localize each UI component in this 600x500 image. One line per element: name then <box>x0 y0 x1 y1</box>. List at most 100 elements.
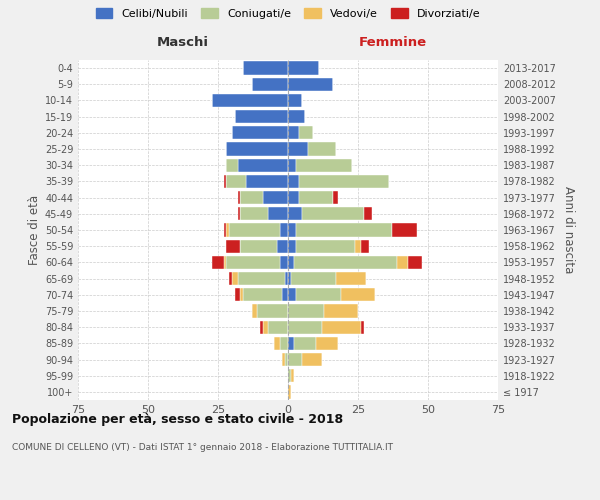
Bar <box>226 256 280 269</box>
Bar <box>397 256 409 269</box>
Bar <box>288 256 293 269</box>
Bar <box>341 288 375 302</box>
Bar <box>296 158 352 172</box>
Y-axis label: Fasce di età: Fasce di età <box>28 195 41 265</box>
Bar <box>241 240 277 253</box>
Bar <box>226 142 288 156</box>
Bar <box>280 256 288 269</box>
Bar <box>299 126 313 140</box>
Bar <box>288 78 333 91</box>
Bar <box>226 175 246 188</box>
Bar <box>283 288 288 302</box>
Bar <box>302 353 322 366</box>
Text: Popolazione per età, sesso e stato civile - 2018: Popolazione per età, sesso e stato civil… <box>12 412 343 426</box>
Bar <box>226 224 229 236</box>
Bar <box>263 320 268 334</box>
Bar <box>288 386 291 398</box>
Bar <box>288 175 299 188</box>
Bar <box>361 240 369 253</box>
Bar <box>280 336 288 350</box>
Bar <box>251 78 288 91</box>
Bar <box>288 94 302 107</box>
Bar <box>288 272 291 285</box>
Bar <box>316 336 338 350</box>
Bar <box>325 304 358 318</box>
Bar <box>333 191 338 204</box>
Bar <box>232 126 288 140</box>
Bar <box>355 240 361 253</box>
Bar <box>288 110 305 124</box>
Bar <box>288 142 308 156</box>
Bar <box>238 272 285 285</box>
Bar <box>274 336 280 350</box>
Bar <box>299 191 333 204</box>
Bar <box>224 256 226 269</box>
Bar <box>288 304 325 318</box>
Bar <box>291 272 335 285</box>
Bar <box>238 158 288 172</box>
Bar <box>268 320 288 334</box>
Bar <box>246 175 288 188</box>
Bar <box>235 288 241 302</box>
Bar <box>288 240 296 253</box>
Text: Femmine: Femmine <box>359 36 427 49</box>
Bar <box>238 191 241 204</box>
Bar <box>277 240 288 253</box>
Bar <box>241 288 243 302</box>
Bar <box>392 224 417 236</box>
Bar <box>268 207 288 220</box>
Bar <box>243 62 288 74</box>
Bar <box>260 320 263 334</box>
Bar <box>288 224 296 236</box>
Bar <box>364 207 372 220</box>
Bar <box>361 320 364 334</box>
Bar <box>322 320 361 334</box>
Bar <box>224 175 226 188</box>
Bar <box>308 142 335 156</box>
Bar <box>409 256 422 269</box>
Bar <box>229 224 280 236</box>
Bar <box>238 207 241 220</box>
Bar <box>243 288 283 302</box>
Bar <box>335 272 367 285</box>
Bar <box>293 336 316 350</box>
Bar <box>288 369 291 382</box>
Bar <box>226 240 241 253</box>
Bar <box>288 207 302 220</box>
Bar <box>263 191 288 204</box>
Bar <box>226 158 238 172</box>
Bar <box>212 256 224 269</box>
Bar <box>232 272 238 285</box>
Bar <box>288 288 296 302</box>
Bar <box>288 336 293 350</box>
Bar <box>302 207 364 220</box>
Bar <box>285 272 288 285</box>
Bar <box>224 224 226 236</box>
Bar <box>299 175 389 188</box>
Text: Maschi: Maschi <box>157 36 209 49</box>
Text: COMUNE DI CELLENO (VT) - Dati ISTAT 1° gennaio 2018 - Elaborazione TUTTITALIA.IT: COMUNE DI CELLENO (VT) - Dati ISTAT 1° g… <box>12 442 393 452</box>
Bar <box>288 191 299 204</box>
Bar <box>293 256 397 269</box>
Bar <box>288 353 302 366</box>
Bar <box>280 224 288 236</box>
Y-axis label: Anni di nascita: Anni di nascita <box>562 186 575 274</box>
Bar <box>288 62 319 74</box>
Bar <box>288 126 299 140</box>
Legend: Celibi/Nubili, Coniugati/e, Vedovi/e, Divorziati/e: Celibi/Nubili, Coniugati/e, Vedovi/e, Di… <box>96 8 480 19</box>
Bar <box>235 110 288 124</box>
Bar <box>241 191 263 204</box>
Bar <box>283 353 285 366</box>
Bar <box>257 304 288 318</box>
Bar <box>285 353 288 366</box>
Bar <box>296 288 341 302</box>
Bar <box>251 304 257 318</box>
Bar <box>288 320 322 334</box>
Bar <box>296 240 355 253</box>
Bar <box>241 207 268 220</box>
Bar <box>291 369 293 382</box>
Bar <box>296 224 392 236</box>
Bar <box>229 272 232 285</box>
Bar <box>288 158 296 172</box>
Bar <box>212 94 288 107</box>
